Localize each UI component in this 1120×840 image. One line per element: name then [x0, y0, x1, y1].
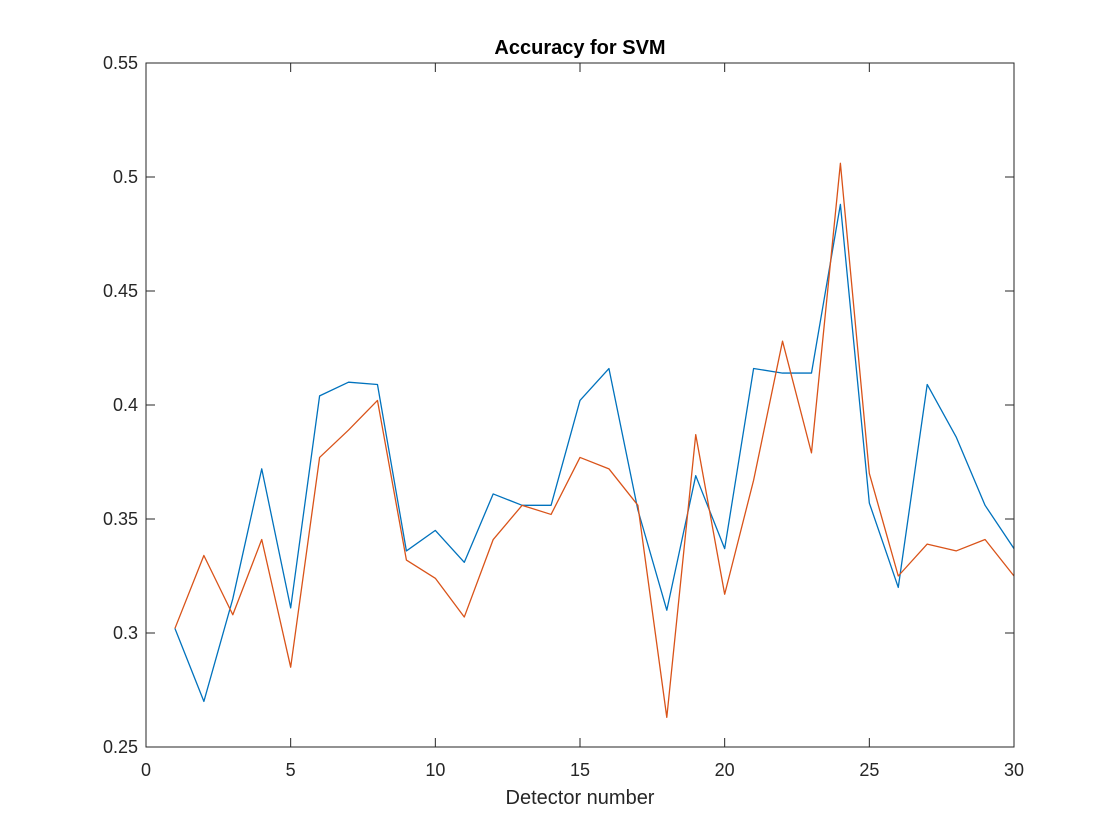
axes-box: [145, 62, 1015, 748]
x-axis-label: Detector number: [506, 787, 655, 809]
y-tick-label: 0.45: [103, 281, 138, 301]
y-tick-label: 0.55: [103, 53, 138, 73]
x-tick-label: 20: [715, 760, 735, 780]
series-line-1: [174, 203, 1015, 703]
y-tick-label: 0.4: [113, 395, 138, 415]
x-tick-label: 10: [425, 760, 445, 780]
x-tick-label: 15: [570, 760, 590, 780]
chart-title: Accuracy for SVM: [494, 37, 665, 59]
plot-area: 0 5 10 15 20 25 30 0.25 0.3 0.35 0.4 0.45 0.5 0.55: [103, 53, 1024, 780]
y-tick-label: 0.35: [103, 509, 138, 529]
x-tick-label: 25: [859, 760, 879, 780]
y-tick-label: 0.3: [113, 623, 138, 643]
y-tick-label: 0.25: [103, 737, 138, 757]
x-tick-label: 5: [286, 760, 296, 780]
y-tick-label: 0.5: [113, 167, 138, 187]
series-line-2: [174, 162, 1015, 719]
x-tick-label: 30: [1004, 760, 1024, 780]
x-tick-label: 0: [141, 760, 151, 780]
